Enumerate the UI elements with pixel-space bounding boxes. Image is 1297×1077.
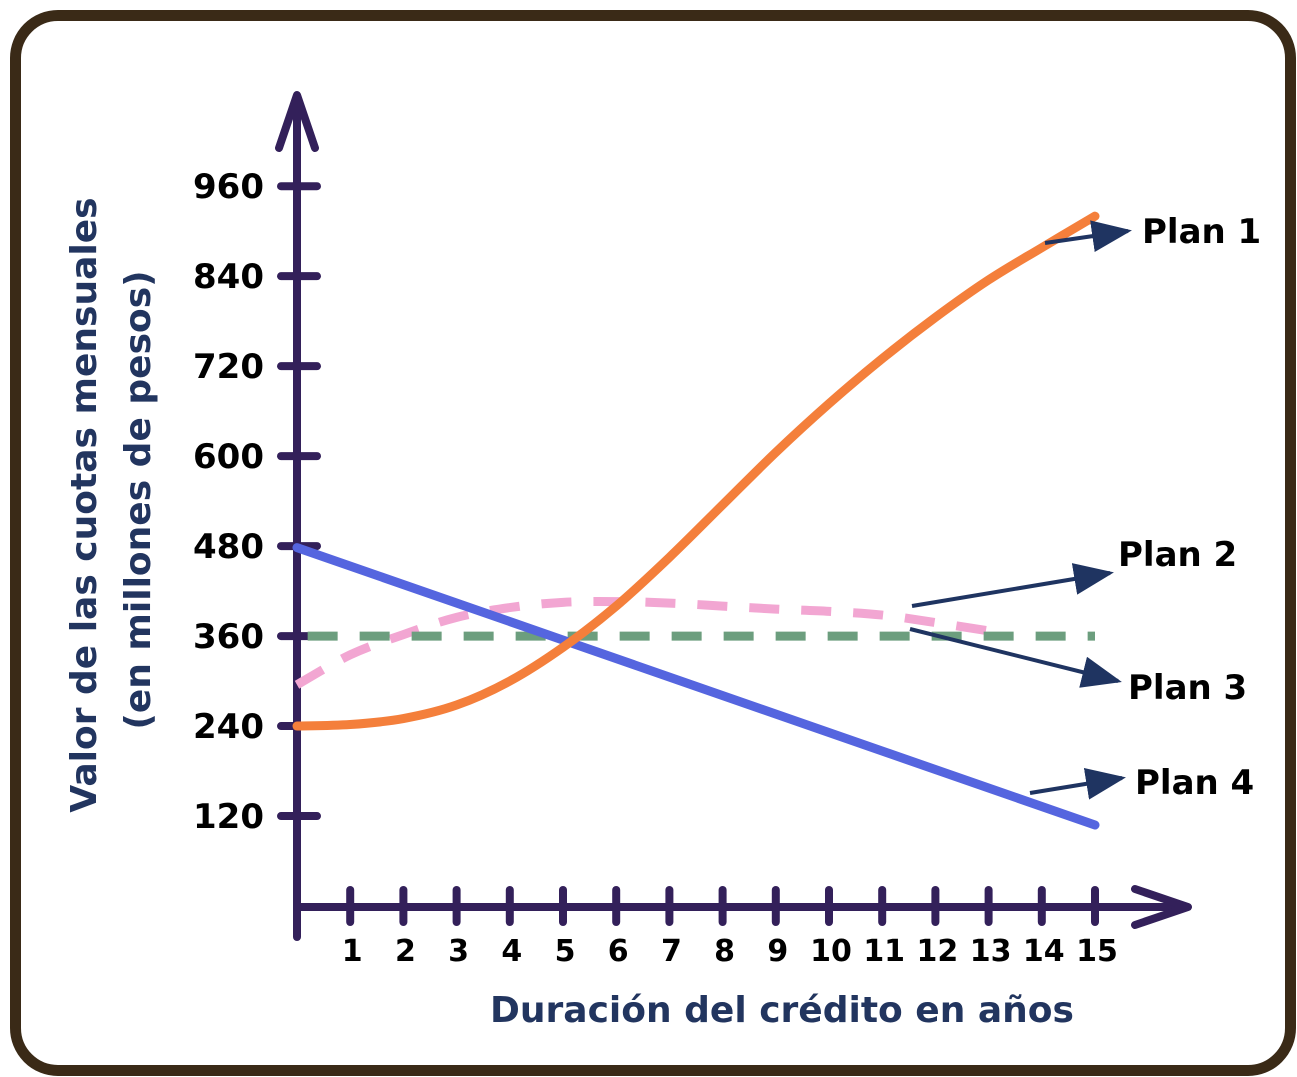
x-tick-label: 14 [1023, 934, 1065, 969]
plan-3-arrow [909, 627, 1122, 688]
plan-2-arrow [911, 563, 1114, 608]
axes [275, 91, 1192, 941]
plan-1-label: Plan 1 [1142, 212, 1261, 252]
y-tick-label: 600 [193, 437, 264, 477]
series-layer [292, 211, 1100, 830]
y-tick-label: 480 [193, 527, 264, 567]
plan-1-arrow [1044, 220, 1132, 252]
y-axis-arrowhead [275, 91, 319, 152]
plan-4-label: Plan 4 [1135, 763, 1254, 803]
y-ticks: 120 240 360 480 600 720 840 960 [193, 167, 321, 837]
y-tick-label: 360 [193, 617, 264, 657]
x-tick-label: 1 [342, 934, 363, 969]
y-tick-label: 720 [193, 347, 264, 387]
series-line-plan-4 [292, 543, 1100, 830]
x-tick-label: 5 [555, 934, 576, 969]
plan-3-label: Plan 3 [1128, 668, 1247, 708]
chart-frame [10, 10, 1296, 1076]
x-tick-label: 10 [810, 934, 852, 969]
x-tick-label: 11 [863, 934, 905, 969]
x-tick-label: 8 [714, 934, 735, 969]
y-axis-title-line2: (en millones de pesos) [118, 270, 159, 729]
plan-2-label: Plan 2 [1118, 535, 1237, 575]
x-axis-arrowhead [1131, 885, 1192, 929]
y-tick-label: 960 [193, 167, 264, 207]
y-tick-label: 120 [193, 797, 264, 837]
series-line-plan-1 [292, 211, 1100, 731]
x-tick-label: 9 [767, 934, 788, 969]
x-tick-label: 15 [1076, 934, 1118, 969]
y-tick-label: 240 [193, 707, 264, 747]
y-axis-title-line1: Valor de las cuotas mensuales [64, 197, 105, 812]
x-tick-label: 3 [448, 934, 469, 969]
x-tick-label: 13 [970, 934, 1012, 969]
x-tick-label: 7 [661, 934, 682, 969]
plan-annotations: Plan 1 Plan 2 Plan 3 Plan 4 [909, 212, 1261, 803]
x-tick-label: 6 [608, 934, 629, 969]
x-ticks: 1 2 3 4 5 6 7 8 9 10 11 12 13 14 15 [342, 886, 1118, 969]
x-tick-label: 12 [917, 934, 959, 969]
y-tick-label: 840 [193, 257, 264, 297]
x-tick-label: 2 [395, 934, 416, 969]
x-axis-title: Duración del crédito en años [490, 990, 1074, 1031]
series-line-plan-2 [294, 596, 990, 689]
x-tick-label: 4 [501, 934, 522, 969]
plan-4-arrow [1029, 768, 1126, 800]
